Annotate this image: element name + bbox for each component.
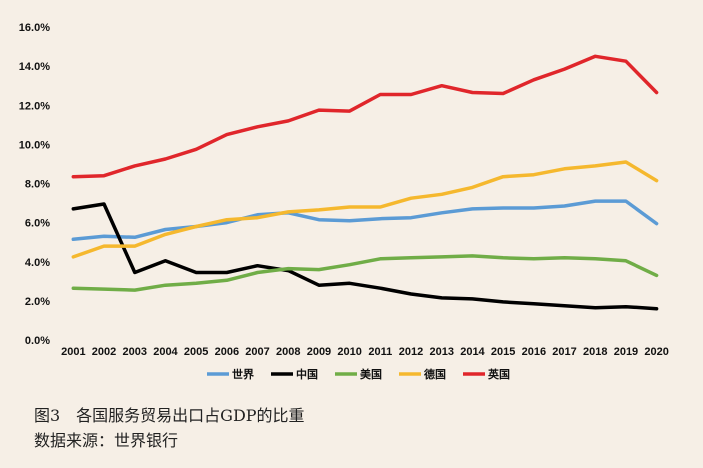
x-tick-label: 2004 <box>153 346 178 358</box>
x-tick-label: 2014 <box>460 346 485 358</box>
y-tick-label: 4.0% <box>25 257 50 269</box>
x-tick-label: 2017 <box>552 346 576 358</box>
x-tick-label: 2013 <box>430 346 454 358</box>
x-tick-label: 2011 <box>368 346 392 358</box>
legend-label: 中国 <box>296 367 318 381</box>
series-line-5 <box>71 54 659 179</box>
y-tick-label: 12.0% <box>19 100 50 112</box>
y-tick-label: 8.0% <box>25 179 50 191</box>
x-tick-label: 2002 <box>92 346 116 358</box>
chart-title: 图3 各国服务贸易出口占GDP的比重 <box>34 406 305 425</box>
x-tick-label: 2012 <box>399 346 423 358</box>
y-axis: 0.0% 2.0% 4.0% 6.0% 8.0% 10.0% 12.0% 14.0% 16.0% <box>19 22 50 347</box>
series-line-3 <box>71 254 659 292</box>
legend-label: 英国 <box>487 367 510 381</box>
x-tick-label: 2016 <box>522 346 546 358</box>
x-tick-label: 2007 <box>245 346 269 358</box>
series-line-2 <box>71 202 659 311</box>
x-tick-label: 2003 <box>123 346 147 358</box>
plot-area <box>71 54 659 311</box>
y-tick-label: 2.0% <box>25 296 50 308</box>
line-chart: 0.0% 2.0% 4.0% 6.0% 8.0% 10.0% 12.0% 14.0% 16.0%… <box>19 22 669 381</box>
legend: 世界 中国 美国 德国 英国 <box>207 367 510 381</box>
legend-label: 世界 <box>232 367 254 381</box>
x-tick-label: 2015 <box>491 346 515 358</box>
x-tick-label: 2020 <box>644 346 668 358</box>
legend-label: 德国 <box>423 367 446 381</box>
x-tick-label: 2010 <box>337 346 361 358</box>
y-tick-label: 10.0% <box>19 139 50 151</box>
y-tick-label: 14.0% <box>19 61 50 73</box>
x-tick-label: 2005 <box>184 346 208 358</box>
series-line-1 <box>71 199 659 242</box>
x-tick-label: 2008 <box>276 346 300 358</box>
y-tick-label: 0.0% <box>25 335 50 347</box>
legend-label: 美国 <box>360 367 382 381</box>
source-note: 数据来源：世界银行 <box>34 431 179 450</box>
x-axis: 2001 2002 2003 2004 2005 2006 2007 2008 2009 2010… <box>61 346 669 358</box>
series-line-4 <box>71 160 659 259</box>
x-tick-label: 2019 <box>614 346 638 358</box>
x-tick-label: 2018 <box>583 346 607 358</box>
x-tick-label: 2001 <box>61 346 85 358</box>
y-tick-label: 16.0% <box>19 22 50 34</box>
x-tick-label: 2009 <box>307 346 331 358</box>
x-tick-label: 2006 <box>215 346 239 358</box>
y-tick-label: 6.0% <box>25 218 50 230</box>
